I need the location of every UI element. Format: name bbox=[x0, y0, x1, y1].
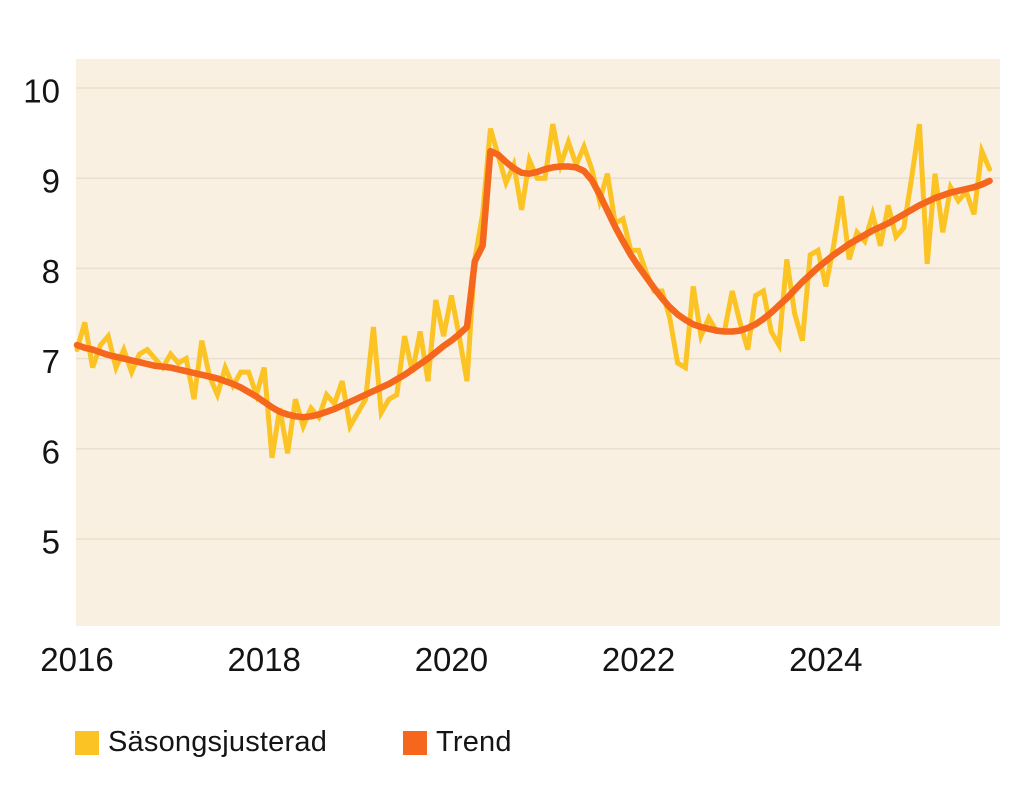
x-tick-label-2020: 2020 bbox=[415, 641, 488, 678]
legend-label-seasonally-adjusted: Säsongsjusterad bbox=[108, 726, 328, 758]
line-chart: 5 6 7 8 9 10 2016 2018 2020 2022 2024 bbox=[23, 59, 1000, 678]
legend-label-trend: Trend bbox=[436, 726, 512, 758]
x-tick-label-2018: 2018 bbox=[227, 641, 300, 678]
y-tick-label-8: 8 bbox=[42, 253, 60, 290]
legend-item-seasonally-adjusted: Säsongsjusterad bbox=[75, 726, 327, 759]
plot-area bbox=[76, 59, 1000, 626]
y-tick-label-5: 5 bbox=[42, 524, 60, 561]
legend-swatch-seasonally-adjusted bbox=[75, 730, 99, 755]
legend-swatch-trend bbox=[403, 730, 427, 755]
x-tick-label-2016: 2016 bbox=[40, 641, 113, 678]
series-line-trend bbox=[73, 147, 993, 421]
y-tick-label-9: 9 bbox=[42, 163, 60, 200]
y-tick-label-10: 10 bbox=[23, 73, 60, 110]
legend: Säsongsjusterad Trend bbox=[0, 726, 1024, 759]
y-tick-label-7: 7 bbox=[42, 343, 60, 380]
x-tick-label-2024: 2024 bbox=[789, 641, 862, 678]
y-tick-label-6: 6 bbox=[42, 433, 60, 470]
legend-item-trend: Trend bbox=[403, 726, 512, 759]
series-line-seasonally-adjusted bbox=[74, 123, 993, 459]
x-tick-label-2022: 2022 bbox=[602, 641, 675, 678]
